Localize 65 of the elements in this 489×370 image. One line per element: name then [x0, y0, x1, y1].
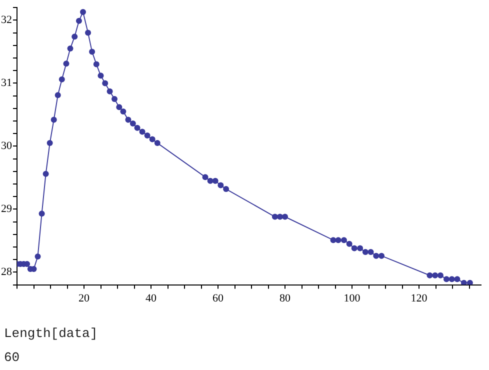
point: [98, 72, 104, 79]
point: [116, 104, 122, 110]
point: [373, 252, 380, 259]
point: [443, 276, 450, 282]
x-tick-label: 80: [280, 292, 292, 304]
point: [426, 272, 433, 278]
point: [46, 140, 53, 146]
point: [335, 237, 342, 244]
point: [89, 48, 96, 55]
point: [460, 280, 467, 285]
point: [63, 60, 70, 67]
point: [34, 253, 41, 260]
point: [368, 249, 374, 256]
point: [202, 174, 208, 180]
point: [432, 272, 438, 278]
x-tick-label: 40: [146, 292, 158, 304]
point: [212, 178, 218, 184]
y-tick-label: 29: [1, 203, 12, 216]
x-tick-label: 100: [344, 292, 361, 304]
point: [346, 240, 352, 247]
point: [102, 80, 108, 86]
point: [72, 34, 78, 40]
x-tick-label: 120: [410, 292, 428, 304]
text: Length[data]: [4, 326, 98, 341]
point: [218, 182, 224, 188]
point: [144, 132, 150, 138]
y-tick-label: 28: [1, 266, 12, 278]
y-tick-label: 32: [1, 14, 12, 26]
point: [80, 9, 86, 16]
point: [50, 116, 57, 123]
point: [330, 237, 336, 244]
point: [67, 46, 74, 52]
point: [38, 210, 45, 217]
point: [139, 128, 146, 135]
point: [120, 108, 126, 115]
point: [448, 276, 455, 282]
point: [125, 116, 132, 123]
text: 60: [4, 350, 20, 365]
point: [93, 61, 100, 68]
point: [111, 96, 118, 102]
point: [282, 214, 288, 220]
point: [207, 178, 214, 184]
point: [54, 92, 61, 98]
point: [378, 252, 384, 259]
point: [76, 18, 82, 24]
point: [154, 140, 160, 146]
point: [130, 120, 136, 127]
y-tick-label: 31: [1, 77, 12, 90]
point: [42, 170, 49, 177]
point: [134, 124, 140, 131]
x-tick-label: 20: [78, 292, 90, 304]
point: [149, 136, 156, 142]
point: [454, 276, 460, 282]
point: [340, 237, 347, 244]
point: [223, 186, 230, 192]
point: [466, 280, 473, 285]
point: [437, 272, 444, 278]
y-tick-label: 30: [1, 140, 12, 152]
point: [357, 245, 364, 252]
point: [362, 249, 368, 256]
point: [106, 88, 113, 94]
point: [85, 30, 92, 36]
x-tick-label: 60: [212, 292, 224, 304]
point: [58, 76, 65, 82]
point: [351, 245, 358, 252]
